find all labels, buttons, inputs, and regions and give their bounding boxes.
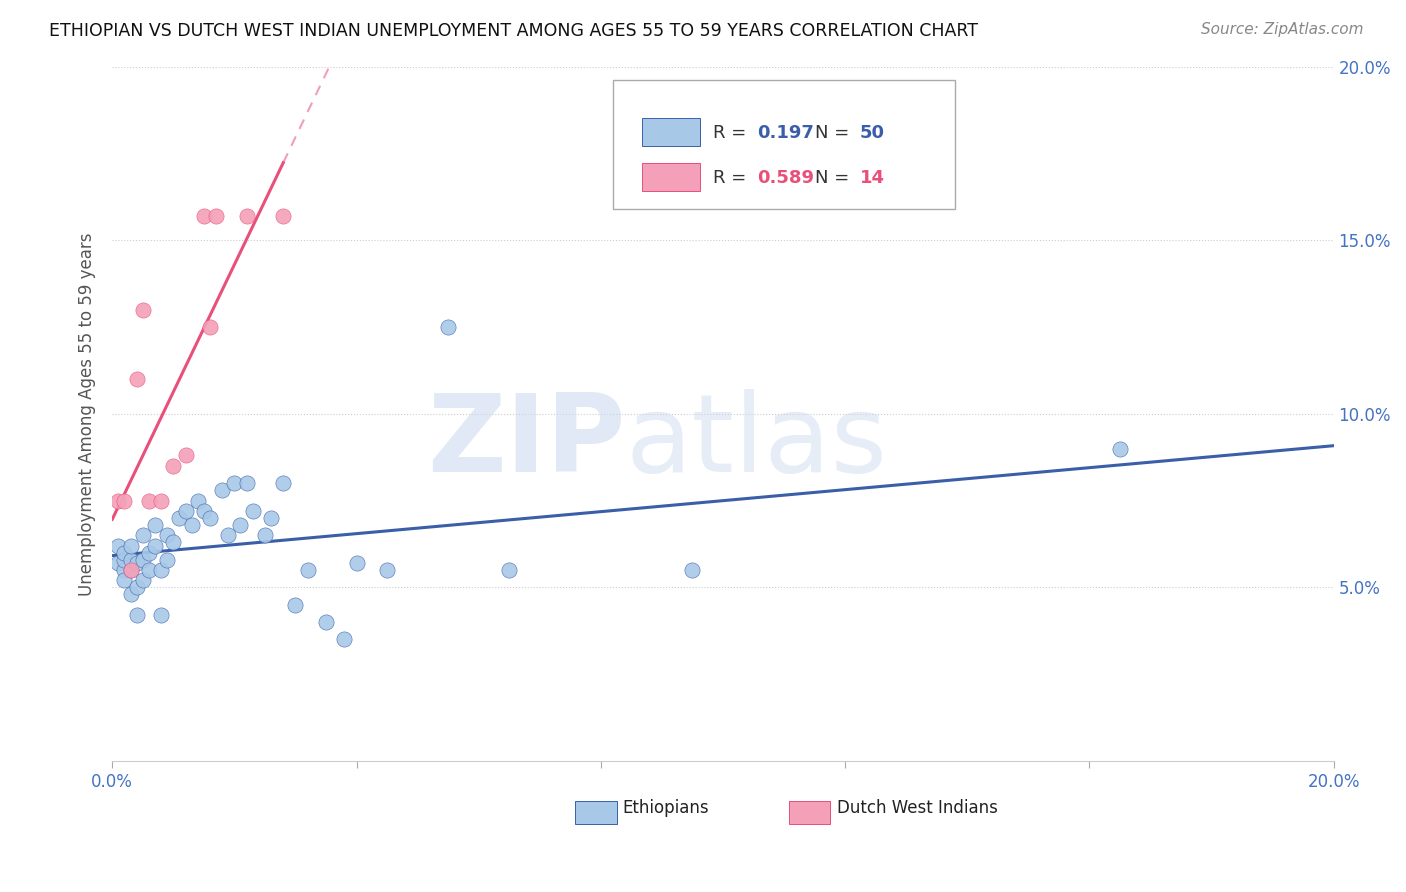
Point xyxy=(681,563,703,577)
Point xyxy=(174,504,197,518)
Point xyxy=(132,574,155,588)
Point xyxy=(143,517,166,532)
Point xyxy=(284,598,307,612)
Point xyxy=(114,546,136,560)
Point xyxy=(114,493,136,508)
Text: N =: N = xyxy=(814,169,855,186)
Point xyxy=(187,493,209,508)
Text: 0.197: 0.197 xyxy=(758,124,814,142)
Point xyxy=(138,493,160,508)
Point xyxy=(150,563,173,577)
Y-axis label: Unemployment Among Ages 55 to 59 years: Unemployment Among Ages 55 to 59 years xyxy=(79,232,96,596)
Point xyxy=(138,563,160,577)
Text: ZIP: ZIP xyxy=(427,389,626,494)
Point xyxy=(271,476,294,491)
Point xyxy=(150,493,173,508)
Point xyxy=(193,209,215,223)
Point xyxy=(333,632,356,647)
Point xyxy=(224,476,246,491)
Point xyxy=(1109,442,1132,456)
Point xyxy=(169,511,191,525)
Point xyxy=(143,539,166,553)
Text: ETHIOPIAN VS DUTCH WEST INDIAN UNEMPLOYMENT AMONG AGES 55 TO 59 YEARS CORRELATIO: ETHIOPIAN VS DUTCH WEST INDIAN UNEMPLOYM… xyxy=(49,22,979,40)
Point xyxy=(107,556,129,570)
Point xyxy=(297,563,319,577)
Point xyxy=(162,458,184,473)
Point xyxy=(125,581,148,595)
Point xyxy=(114,574,136,588)
Point xyxy=(120,552,142,566)
Point xyxy=(132,528,155,542)
Text: Ethiopians: Ethiopians xyxy=(623,798,710,816)
Point xyxy=(107,493,129,508)
Point xyxy=(120,587,142,601)
Point xyxy=(198,511,221,525)
Point xyxy=(120,563,142,577)
Point xyxy=(156,552,179,566)
Point xyxy=(437,320,460,334)
Point xyxy=(150,608,173,623)
Point xyxy=(211,483,233,498)
Point xyxy=(235,209,257,223)
Point xyxy=(217,528,239,542)
Point xyxy=(205,209,228,223)
Point xyxy=(235,476,257,491)
Point xyxy=(132,302,155,317)
Point xyxy=(260,511,283,525)
FancyBboxPatch shape xyxy=(643,163,700,191)
Point xyxy=(125,608,148,623)
Point xyxy=(174,449,197,463)
Point xyxy=(315,615,337,629)
Text: 14: 14 xyxy=(859,169,884,186)
Point xyxy=(198,320,221,334)
Point xyxy=(346,556,368,570)
Point xyxy=(114,563,136,577)
Text: 50: 50 xyxy=(859,124,884,142)
Text: N =: N = xyxy=(814,124,855,142)
Point xyxy=(120,563,142,577)
Point xyxy=(132,552,155,566)
Point xyxy=(180,517,202,532)
Point xyxy=(498,563,520,577)
Point xyxy=(156,528,179,542)
Point xyxy=(375,563,398,577)
FancyBboxPatch shape xyxy=(643,118,700,145)
Text: Dutch West Indians: Dutch West Indians xyxy=(837,798,997,816)
Point xyxy=(120,539,142,553)
Point xyxy=(271,209,294,223)
Text: atlas: atlas xyxy=(626,389,887,494)
Point xyxy=(107,539,129,553)
Text: Source: ZipAtlas.com: Source: ZipAtlas.com xyxy=(1201,22,1364,37)
Point xyxy=(125,372,148,386)
Point xyxy=(162,535,184,549)
Point xyxy=(138,546,160,560)
Point xyxy=(229,517,252,532)
Text: 0.589: 0.589 xyxy=(758,169,814,186)
Point xyxy=(125,556,148,570)
Point xyxy=(253,528,276,542)
Text: R =: R = xyxy=(713,169,752,186)
FancyBboxPatch shape xyxy=(613,80,955,209)
Point xyxy=(242,504,264,518)
Point xyxy=(193,504,215,518)
Point xyxy=(114,552,136,566)
Text: R =: R = xyxy=(713,124,752,142)
FancyBboxPatch shape xyxy=(575,800,617,824)
FancyBboxPatch shape xyxy=(789,800,831,824)
